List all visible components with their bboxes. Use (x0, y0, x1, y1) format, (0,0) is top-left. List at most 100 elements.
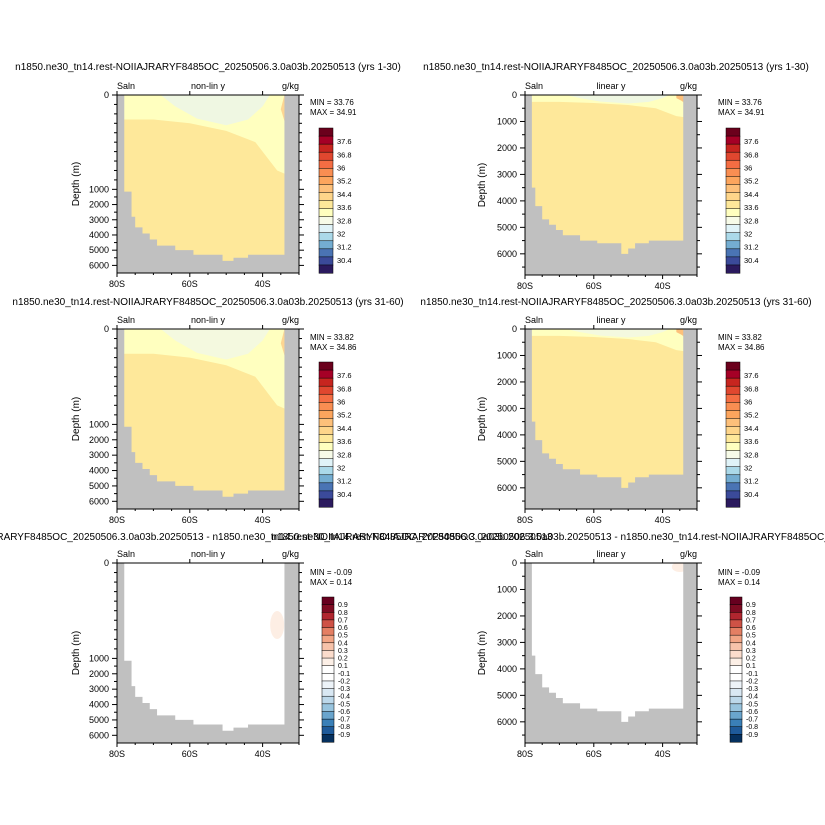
left-string: Saln (117, 549, 135, 559)
panel-title: n1850.ne30_tn14.rest-NOIIAJRARYF8485OC_2… (15, 62, 401, 73)
colorbar-swatch (318, 184, 334, 193)
y-tick-label: 4000 (497, 196, 517, 206)
colorbar-swatch (725, 127, 741, 137)
colorbar-swatch (318, 151, 334, 161)
colorbar-swatch (318, 248, 334, 258)
y-tick-label: 1000 (497, 350, 517, 360)
y-tick-label: 3000 (89, 684, 109, 694)
colorbar-swatch (725, 410, 741, 419)
colorbar-label: 35.2 (337, 411, 352, 420)
colorbar-swatch (318, 458, 334, 468)
y-tick-label: 1000 (497, 116, 517, 126)
colorbar-swatch (318, 200, 334, 210)
right-string: g/kg (680, 81, 697, 91)
max-label: MAX = 0.14 (310, 578, 353, 587)
colorbar-label: 36.8 (337, 384, 352, 393)
x-tick-label: 40S (255, 279, 271, 289)
colorbar-swatch (321, 650, 335, 659)
colorbar-swatch (725, 450, 741, 460)
right-string: g/kg (282, 81, 299, 91)
colorbar-swatch (318, 240, 334, 250)
colorbar-swatch (318, 434, 334, 444)
min-label: MIN = -0.09 (718, 568, 761, 577)
colorbar-label: 31.2 (337, 243, 352, 252)
y-tick-label: 2000 (497, 143, 517, 153)
max-label: MAX = 34.86 (310, 343, 357, 352)
colorbar-swatch (318, 450, 334, 460)
x-tick-label: 60S (182, 749, 198, 759)
y-tick-label: 1000 (497, 584, 517, 594)
y-tick-label: 2000 (497, 377, 517, 387)
colorbar-label: -0.6 (746, 709, 758, 716)
plot-area (525, 329, 697, 509)
right-string: g/kg (680, 549, 697, 559)
colorbar-label: 32.8 (337, 216, 352, 225)
colorbar-swatch (725, 232, 741, 242)
colorbar-swatch (321, 734, 335, 743)
left-string: Saln (117, 315, 135, 325)
plot-area (117, 95, 299, 273)
colorbar-label: 0.9 (746, 602, 756, 609)
colorbar-swatch (725, 168, 741, 177)
colorbar-swatch (318, 135, 334, 145)
colorbar-label: 34.4 (337, 424, 352, 433)
left-string: Saln (117, 81, 135, 91)
colorbar-swatch (321, 703, 335, 713)
salinity-fill-33.6 (525, 329, 697, 353)
colorbar-swatch (729, 612, 743, 621)
colorbar-label: -0.1 (746, 671, 758, 678)
colorbar-swatch (729, 688, 743, 697)
x-tick-label: 40S (655, 749, 671, 759)
colorbar-label: 37.6 (744, 371, 759, 380)
colorbar-swatch (318, 410, 334, 419)
y-tick-label: 6000 (89, 260, 109, 270)
colorbar-label: 0.6 (746, 625, 756, 632)
colorbar-swatch (725, 369, 741, 379)
salinity-fill-33.6 (117, 95, 299, 180)
y-axis-label: Depth (m) (477, 631, 488, 675)
colorbar-label: 31.2 (744, 243, 759, 252)
colorbar-swatch (321, 726, 335, 735)
y-tick-label: 5000 (497, 456, 517, 466)
colorbar-swatch (729, 642, 743, 651)
panel-bottom-right: 80S 60S 40S 0 1000 2000 3000 4000 5000 6000 Depth … (271, 532, 825, 759)
colorbar-label: 32 (744, 463, 752, 472)
colorbar-label: 0.5 (746, 633, 756, 640)
colorbar-label: -0.5 (338, 701, 350, 708)
colorbar-swatch (729, 627, 743, 636)
y-tick-label: 1000 (89, 184, 109, 194)
y-axis-label: Depth (m) (477, 163, 488, 207)
colorbar-swatch (725, 256, 741, 266)
y-tick-label: 3000 (89, 450, 109, 460)
colorbar-label: -0.7 (746, 717, 758, 724)
colorbar-swatch (318, 490, 334, 500)
colorbar-swatch (725, 482, 741, 492)
colorbar-swatch (321, 688, 335, 697)
colorbar-swatch (321, 619, 335, 629)
y-axis-label: Depth (m) (71, 162, 82, 206)
colorbar-swatch (318, 426, 334, 436)
y-tick-label: 1000 (89, 653, 109, 663)
colorbar-swatch (321, 665, 335, 674)
salinity-fill-33.6 (117, 329, 299, 415)
colorbar-swatch (725, 192, 741, 202)
colorbar-label: 30.4 (337, 490, 352, 499)
colorbar-swatch (725, 474, 741, 484)
max-label: MAX = 34.91 (718, 108, 765, 117)
colorbar-label: 0.3 (338, 648, 348, 655)
colorbar-label: -0.2 (746, 678, 758, 685)
colorbar-label: 32 (337, 229, 345, 238)
x-tick-label: 60S (586, 281, 602, 291)
colorbar-swatch (729, 634, 743, 644)
colorbar-label: 34.4 (744, 424, 759, 433)
colorbar-swatch (321, 596, 335, 606)
panel-top-right: 80S 60S 40S 0 1000 2000 3000 4000 5000 6000 Depth … (423, 62, 809, 291)
colorbar-swatch (318, 482, 334, 492)
colorbar-label: 0.1 (746, 663, 756, 670)
colorbar-swatch (318, 127, 334, 137)
min-label: MIN = -0.09 (310, 568, 353, 577)
colorbar-label: 32.8 (337, 450, 352, 459)
colorbar-swatch (318, 361, 334, 371)
colorbar-swatch (725, 402, 741, 411)
colorbar-swatch (321, 673, 335, 682)
